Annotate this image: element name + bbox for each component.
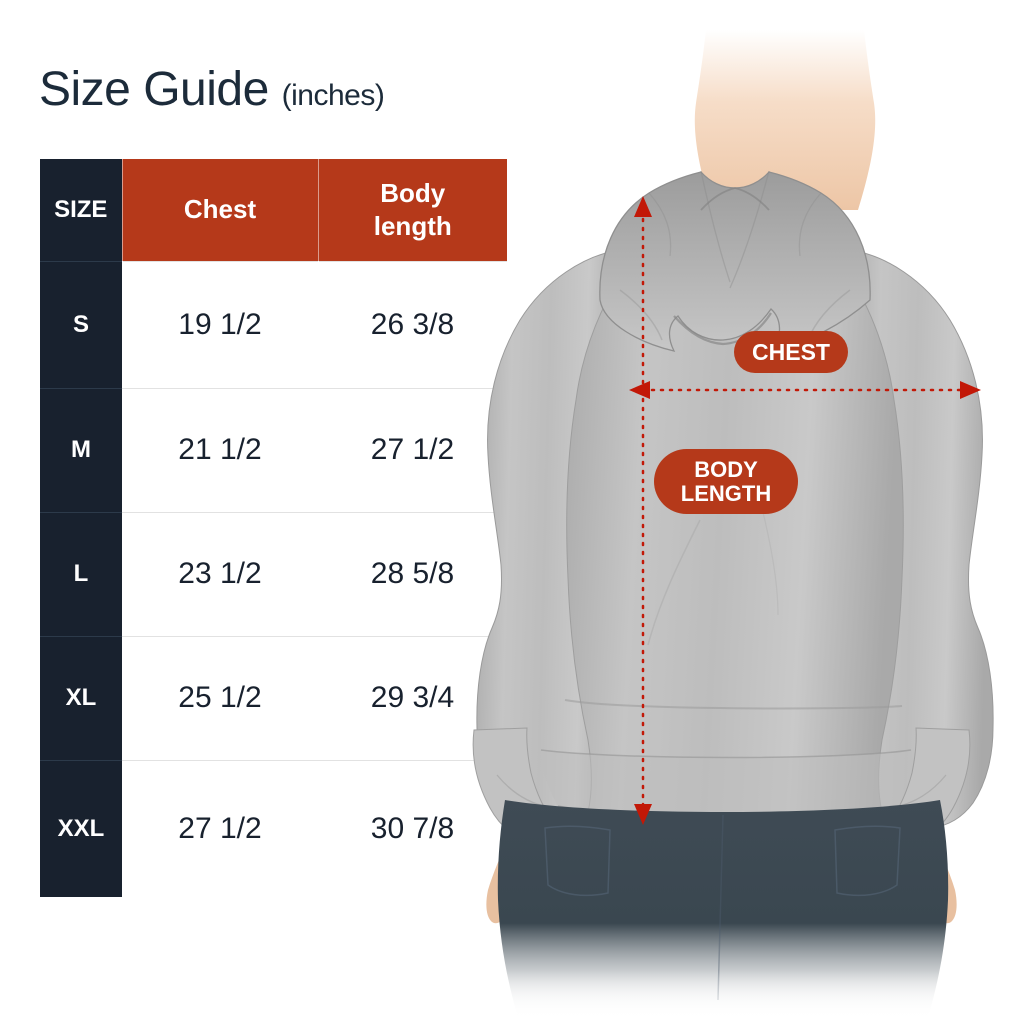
svg-text:LENGTH: LENGTH [681,481,771,506]
svg-text:BODY: BODY [694,457,758,482]
svg-text:CHEST: CHEST [752,339,830,365]
